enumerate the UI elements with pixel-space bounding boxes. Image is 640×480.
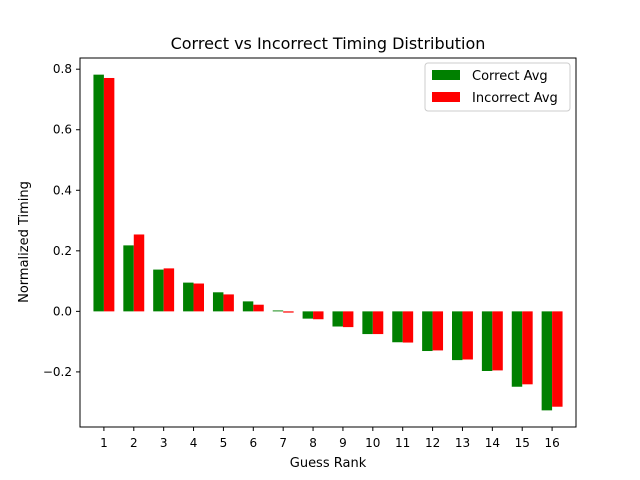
chart-title: Correct vs Incorrect Timing Distribution xyxy=(171,34,486,53)
x-tick-label: 1 xyxy=(100,436,108,450)
legend-swatch-correct xyxy=(432,70,460,80)
x-tick-label: 6 xyxy=(249,436,257,450)
legend-box xyxy=(424,62,571,112)
bar-incorrect-13 xyxy=(462,311,473,360)
y-tick-label: 0.4 xyxy=(53,183,72,197)
legend-label-correct: Correct Avg xyxy=(472,69,548,84)
x-tick-label: 14 xyxy=(485,436,500,450)
y-tick-label: 0.6 xyxy=(53,123,72,137)
bar-correct-15 xyxy=(511,311,523,387)
x-tick-label: 12 xyxy=(425,436,440,450)
bar-correct-16 xyxy=(541,311,553,411)
x-tick-label: 4 xyxy=(190,436,198,450)
bar-incorrect-15 xyxy=(522,311,533,385)
legend-label-incorrect: Incorrect Avg xyxy=(472,91,558,106)
y-tick-label: 0.2 xyxy=(53,244,72,258)
x-tick-label: 8 xyxy=(309,436,317,450)
bar-correct-4 xyxy=(183,282,194,312)
y-axis-label: Normalized Timing xyxy=(17,181,32,303)
legend: Correct Avg Incorrect Avg xyxy=(424,62,571,112)
x-tick-label: 7 xyxy=(279,436,287,450)
bar-correct-12 xyxy=(422,311,433,352)
bar-incorrect-4 xyxy=(193,283,204,312)
x-tick-label: 16 xyxy=(544,436,559,450)
bar-incorrect-9 xyxy=(342,311,354,328)
bar-correct-5 xyxy=(212,292,224,312)
y-tick-label: 0.8 xyxy=(53,62,72,76)
bar-incorrect-6 xyxy=(253,304,264,312)
bar-incorrect-7 xyxy=(283,311,294,313)
bar-correct-9 xyxy=(332,311,343,327)
bar-incorrect-12 xyxy=(432,311,444,351)
bar-incorrect-14 xyxy=(492,311,503,371)
bar-correct-7 xyxy=(272,310,284,312)
x-tick-label: 9 xyxy=(339,436,347,450)
bar-incorrect-10 xyxy=(372,311,384,335)
x-tick-label: 15 xyxy=(515,436,530,450)
y-tick-label: 0.0 xyxy=(53,304,72,318)
y-tick-label: −0.2 xyxy=(43,365,72,379)
bar-correct-2 xyxy=(123,245,134,312)
bar-correct-1 xyxy=(93,74,104,312)
bar-correct-13 xyxy=(452,311,463,361)
x-tick-label: 11 xyxy=(395,436,410,450)
bar-incorrect-8 xyxy=(313,311,324,320)
plot-frame xyxy=(79,57,577,428)
y-axis-ticks: −0.2 0.0 0.2 0.4 0.6 0.8 xyxy=(43,62,80,379)
bar-incorrect-16 xyxy=(552,311,563,407)
x-tick-label: 5 xyxy=(220,436,228,450)
bar-correct-14 xyxy=(481,311,493,371)
legend-swatch-incorrect xyxy=(432,92,460,102)
bar-incorrect-11 xyxy=(402,311,414,343)
x-tick-label: 10 xyxy=(365,436,380,450)
bar-incorrect-2 xyxy=(133,234,145,312)
bar-incorrect-1 xyxy=(103,77,115,312)
bar-correct-6 xyxy=(242,301,254,312)
bar-correct-8 xyxy=(302,311,314,319)
bar-incorrect-5 xyxy=(223,294,234,312)
bar-incorrect-3 xyxy=(163,268,175,312)
x-tick-label: 13 xyxy=(455,436,470,450)
bars-group xyxy=(93,74,563,411)
x-tick-label: 3 xyxy=(160,436,168,450)
bar-correct-11 xyxy=(392,311,403,343)
x-axis-ticks: 1 2 3 4 5 6 7 8 9 10 11 12 13 14 15 16 xyxy=(100,427,560,450)
x-axis-label: Guess Rank xyxy=(290,456,367,471)
x-tick-label: 2 xyxy=(130,436,138,450)
bar-correct-10 xyxy=(362,311,373,335)
bar-correct-3 xyxy=(153,269,164,312)
